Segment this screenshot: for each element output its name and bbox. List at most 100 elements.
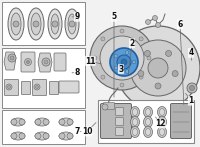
FancyBboxPatch shape [116,127,124,136]
Ellipse shape [144,127,153,137]
Circle shape [43,119,49,125]
Circle shape [42,58,50,66]
Circle shape [101,37,105,41]
Ellipse shape [51,14,59,34]
Ellipse shape [68,14,76,34]
Circle shape [90,26,154,90]
Ellipse shape [8,8,24,40]
Circle shape [33,21,39,27]
FancyBboxPatch shape [54,53,66,71]
Circle shape [11,119,17,125]
Ellipse shape [59,118,73,126]
Text: 2: 2 [129,39,135,48]
Circle shape [190,86,194,91]
Circle shape [19,119,25,125]
Circle shape [59,133,65,139]
Circle shape [67,119,73,125]
Circle shape [187,83,197,93]
Circle shape [27,61,30,64]
Ellipse shape [144,117,153,127]
FancyBboxPatch shape [116,107,124,116]
Circle shape [139,37,143,41]
Circle shape [147,56,151,60]
FancyBboxPatch shape [22,81,31,95]
Circle shape [8,86,11,88]
Ellipse shape [11,13,21,35]
Circle shape [138,71,144,77]
Ellipse shape [160,118,164,126]
FancyBboxPatch shape [98,100,194,143]
Ellipse shape [130,117,140,127]
FancyBboxPatch shape [5,80,19,96]
Circle shape [132,60,136,64]
Ellipse shape [11,118,25,126]
Circle shape [34,84,40,90]
Ellipse shape [130,127,140,137]
Text: 6: 6 [177,20,183,29]
Circle shape [146,20,151,25]
Circle shape [102,104,108,110]
Circle shape [156,22,160,27]
Circle shape [120,83,124,87]
Ellipse shape [48,9,62,39]
Text: 10: 10 [82,127,92,136]
Ellipse shape [160,108,164,116]
Ellipse shape [160,128,164,136]
Circle shape [125,70,129,73]
Text: 11: 11 [85,56,95,66]
FancyBboxPatch shape [59,81,79,93]
Text: 5: 5 [111,12,117,21]
Circle shape [144,50,150,56]
Circle shape [93,56,97,60]
Text: 4: 4 [188,48,194,57]
Circle shape [172,71,178,77]
Circle shape [125,51,129,54]
Text: 3: 3 [118,65,124,74]
Circle shape [114,66,118,70]
Circle shape [148,58,168,78]
Ellipse shape [35,132,49,140]
Circle shape [13,21,19,27]
Circle shape [166,50,172,56]
Text: 9: 9 [74,12,80,21]
FancyBboxPatch shape [2,110,85,144]
Ellipse shape [146,128,151,136]
Ellipse shape [132,128,138,136]
Ellipse shape [11,132,25,140]
Circle shape [43,133,49,139]
Circle shape [44,60,48,64]
FancyBboxPatch shape [33,80,47,96]
Circle shape [67,133,73,139]
Circle shape [8,54,16,62]
FancyBboxPatch shape [50,81,59,95]
Circle shape [52,21,58,27]
Text: 12: 12 [155,119,165,128]
Circle shape [155,83,161,89]
FancyBboxPatch shape [170,103,192,138]
FancyBboxPatch shape [104,102,115,110]
FancyBboxPatch shape [2,48,85,108]
Circle shape [35,133,41,139]
FancyBboxPatch shape [101,103,132,138]
Circle shape [11,133,17,139]
Circle shape [69,21,75,27]
Circle shape [25,59,32,66]
Ellipse shape [28,8,44,40]
Ellipse shape [132,118,138,126]
Circle shape [100,36,144,80]
Circle shape [139,75,143,79]
Polygon shape [38,53,52,72]
Ellipse shape [65,9,79,39]
Text: 8: 8 [74,68,80,77]
Circle shape [120,29,124,33]
FancyBboxPatch shape [116,117,124,126]
Circle shape [35,119,41,125]
Circle shape [10,56,14,60]
Circle shape [117,55,131,69]
Circle shape [121,59,127,65]
Ellipse shape [158,117,166,127]
Circle shape [130,40,186,96]
Ellipse shape [59,132,73,140]
Circle shape [114,54,118,58]
Circle shape [59,119,65,125]
